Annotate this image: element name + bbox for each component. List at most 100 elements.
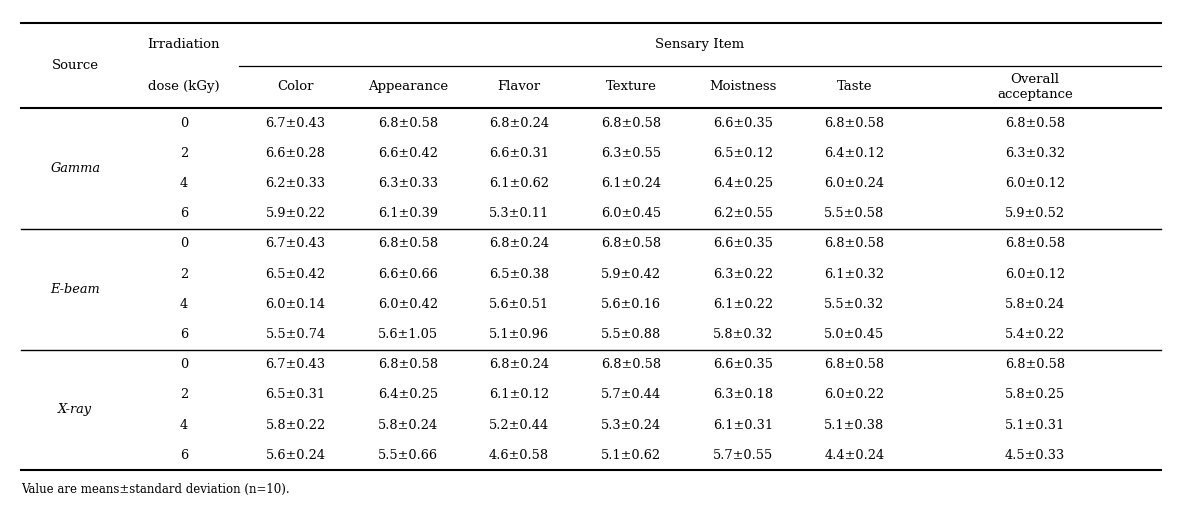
- Text: Gamma: Gamma: [50, 162, 100, 175]
- Text: 5.5±0.74: 5.5±0.74: [265, 328, 326, 341]
- Text: 5.9±0.42: 5.9±0.42: [601, 268, 661, 281]
- Text: 6.2±0.33: 6.2±0.33: [265, 177, 326, 190]
- Text: 5.7±0.44: 5.7±0.44: [601, 389, 661, 401]
- Text: 4.4±0.24: 4.4±0.24: [824, 449, 885, 462]
- Text: 5.9±0.52: 5.9±0.52: [1005, 207, 1065, 220]
- Text: 6.0±0.42: 6.0±0.42: [377, 298, 438, 311]
- Text: 4: 4: [180, 177, 187, 190]
- Text: 0: 0: [180, 117, 187, 130]
- Text: 6.7±0.43: 6.7±0.43: [265, 117, 326, 130]
- Text: 0: 0: [180, 358, 187, 371]
- Text: 5.3±0.11: 5.3±0.11: [488, 207, 549, 220]
- Text: 5.1±0.31: 5.1±0.31: [1005, 418, 1065, 432]
- Text: 5.1±0.38: 5.1±0.38: [824, 418, 885, 432]
- Text: 6.3±0.22: 6.3±0.22: [713, 268, 774, 281]
- Text: 6.7±0.43: 6.7±0.43: [265, 358, 326, 371]
- Text: Color: Color: [277, 80, 314, 94]
- Text: 6.8±0.58: 6.8±0.58: [824, 237, 885, 250]
- Text: 6.1±0.12: 6.1±0.12: [488, 389, 549, 401]
- Text: 6.4±0.25: 6.4±0.25: [377, 389, 438, 401]
- Text: 6.8±0.58: 6.8±0.58: [824, 117, 885, 130]
- Text: 6.4±0.25: 6.4±0.25: [713, 177, 774, 190]
- Text: 5.8±0.22: 5.8±0.22: [265, 418, 326, 432]
- Text: 6.7±0.43: 6.7±0.43: [265, 237, 326, 250]
- Text: Sensary Item: Sensary Item: [656, 38, 744, 51]
- Text: 6.1±0.31: 6.1±0.31: [713, 418, 774, 432]
- Text: Appearance: Appearance: [368, 80, 448, 94]
- Text: 5.6±0.51: 5.6±0.51: [488, 298, 549, 311]
- Text: 5.5±0.32: 5.5±0.32: [824, 298, 885, 311]
- Text: 6.8±0.58: 6.8±0.58: [1005, 358, 1065, 371]
- Text: 0: 0: [180, 237, 187, 250]
- Text: 6.5±0.38: 6.5±0.38: [488, 268, 549, 281]
- Text: Flavor: Flavor: [497, 80, 541, 94]
- Text: 5.5±0.58: 5.5±0.58: [824, 207, 885, 220]
- Text: 6.8±0.58: 6.8±0.58: [824, 358, 885, 371]
- Text: 5.9±0.22: 5.9±0.22: [265, 207, 326, 220]
- Text: 5.8±0.24: 5.8±0.24: [1005, 298, 1065, 311]
- Text: 6.3±0.18: 6.3±0.18: [713, 389, 774, 401]
- Text: 6.8±0.58: 6.8±0.58: [377, 117, 438, 130]
- Text: 5.0±0.45: 5.0±0.45: [824, 328, 885, 341]
- Text: 6.8±0.58: 6.8±0.58: [377, 237, 438, 250]
- Text: 6.8±0.24: 6.8±0.24: [488, 358, 549, 371]
- Text: 6.8±0.58: 6.8±0.58: [601, 117, 661, 130]
- Text: 4.5±0.33: 4.5±0.33: [1005, 449, 1065, 462]
- Text: 6.2±0.55: 6.2±0.55: [713, 207, 774, 220]
- Text: 6.0±0.24: 6.0±0.24: [824, 177, 885, 190]
- Text: 6.6±0.28: 6.6±0.28: [265, 147, 326, 160]
- Text: 6.0±0.22: 6.0±0.22: [824, 389, 885, 401]
- Text: 6.8±0.58: 6.8±0.58: [1005, 237, 1065, 250]
- Text: Value are means±standard deviation (n=10).: Value are means±standard deviation (n=10…: [21, 483, 290, 496]
- Text: Overall
acceptance: Overall acceptance: [997, 73, 1073, 101]
- Text: 2: 2: [180, 389, 187, 401]
- Text: 5.3±0.24: 5.3±0.24: [601, 418, 661, 432]
- Text: 6.6±0.35: 6.6±0.35: [713, 358, 774, 371]
- Text: 6.8±0.24: 6.8±0.24: [488, 237, 549, 250]
- Text: 5.1±0.96: 5.1±0.96: [488, 328, 549, 341]
- Text: 6.1±0.39: 6.1±0.39: [377, 207, 438, 220]
- Text: Source: Source: [51, 59, 99, 72]
- Text: 5.8±0.32: 5.8±0.32: [713, 328, 774, 341]
- Text: 6.1±0.22: 6.1±0.22: [713, 298, 774, 311]
- Text: 5.2±0.44: 5.2±0.44: [488, 418, 549, 432]
- Text: 5.8±0.24: 5.8±0.24: [377, 418, 438, 432]
- Text: 6.6±0.42: 6.6±0.42: [377, 147, 438, 160]
- Text: 4: 4: [180, 418, 187, 432]
- Text: 6.6±0.35: 6.6±0.35: [713, 237, 774, 250]
- Text: 2: 2: [180, 268, 187, 281]
- Text: 2: 2: [180, 147, 187, 160]
- Text: 6.5±0.12: 6.5±0.12: [713, 147, 774, 160]
- Text: 6.3±0.32: 6.3±0.32: [1005, 147, 1065, 160]
- Text: 6.8±0.24: 6.8±0.24: [488, 117, 549, 130]
- Text: 6.3±0.55: 6.3±0.55: [601, 147, 661, 160]
- Text: 5.4±0.22: 5.4±0.22: [1005, 328, 1065, 341]
- Text: 5.7±0.55: 5.7±0.55: [713, 449, 774, 462]
- Text: 5.6±0.16: 5.6±0.16: [601, 298, 661, 311]
- Text: dose (kGy): dose (kGy): [148, 80, 220, 94]
- Text: 6.6±0.31: 6.6±0.31: [488, 147, 549, 160]
- Text: 6.0±0.12: 6.0±0.12: [1005, 177, 1065, 190]
- Text: 5.1±0.62: 5.1±0.62: [601, 449, 661, 462]
- Text: 5.8±0.25: 5.8±0.25: [1005, 389, 1065, 401]
- Text: 5.6±1.05: 5.6±1.05: [377, 328, 438, 341]
- Text: 6.8±0.58: 6.8±0.58: [377, 358, 438, 371]
- Text: E-beam: E-beam: [50, 283, 100, 296]
- Text: 6.5±0.31: 6.5±0.31: [265, 389, 326, 401]
- Text: 6.3±0.33: 6.3±0.33: [377, 177, 438, 190]
- Text: Texture: Texture: [605, 80, 657, 94]
- Text: 6.1±0.32: 6.1±0.32: [824, 268, 885, 281]
- Text: 6.4±0.12: 6.4±0.12: [824, 147, 885, 160]
- Text: 6.6±0.35: 6.6±0.35: [713, 117, 774, 130]
- Text: 6.5±0.42: 6.5±0.42: [265, 268, 326, 281]
- Text: 4: 4: [180, 298, 187, 311]
- Text: 5.6±0.24: 5.6±0.24: [265, 449, 326, 462]
- Text: Taste: Taste: [837, 80, 872, 94]
- Text: 6.0±0.14: 6.0±0.14: [265, 298, 326, 311]
- Text: 5.5±0.88: 5.5±0.88: [601, 328, 661, 341]
- Text: 6: 6: [180, 207, 187, 220]
- Text: 6.8±0.58: 6.8±0.58: [601, 358, 661, 371]
- Text: 6.0±0.45: 6.0±0.45: [601, 207, 661, 220]
- Text: 6.1±0.62: 6.1±0.62: [488, 177, 549, 190]
- Text: 6.8±0.58: 6.8±0.58: [601, 237, 661, 250]
